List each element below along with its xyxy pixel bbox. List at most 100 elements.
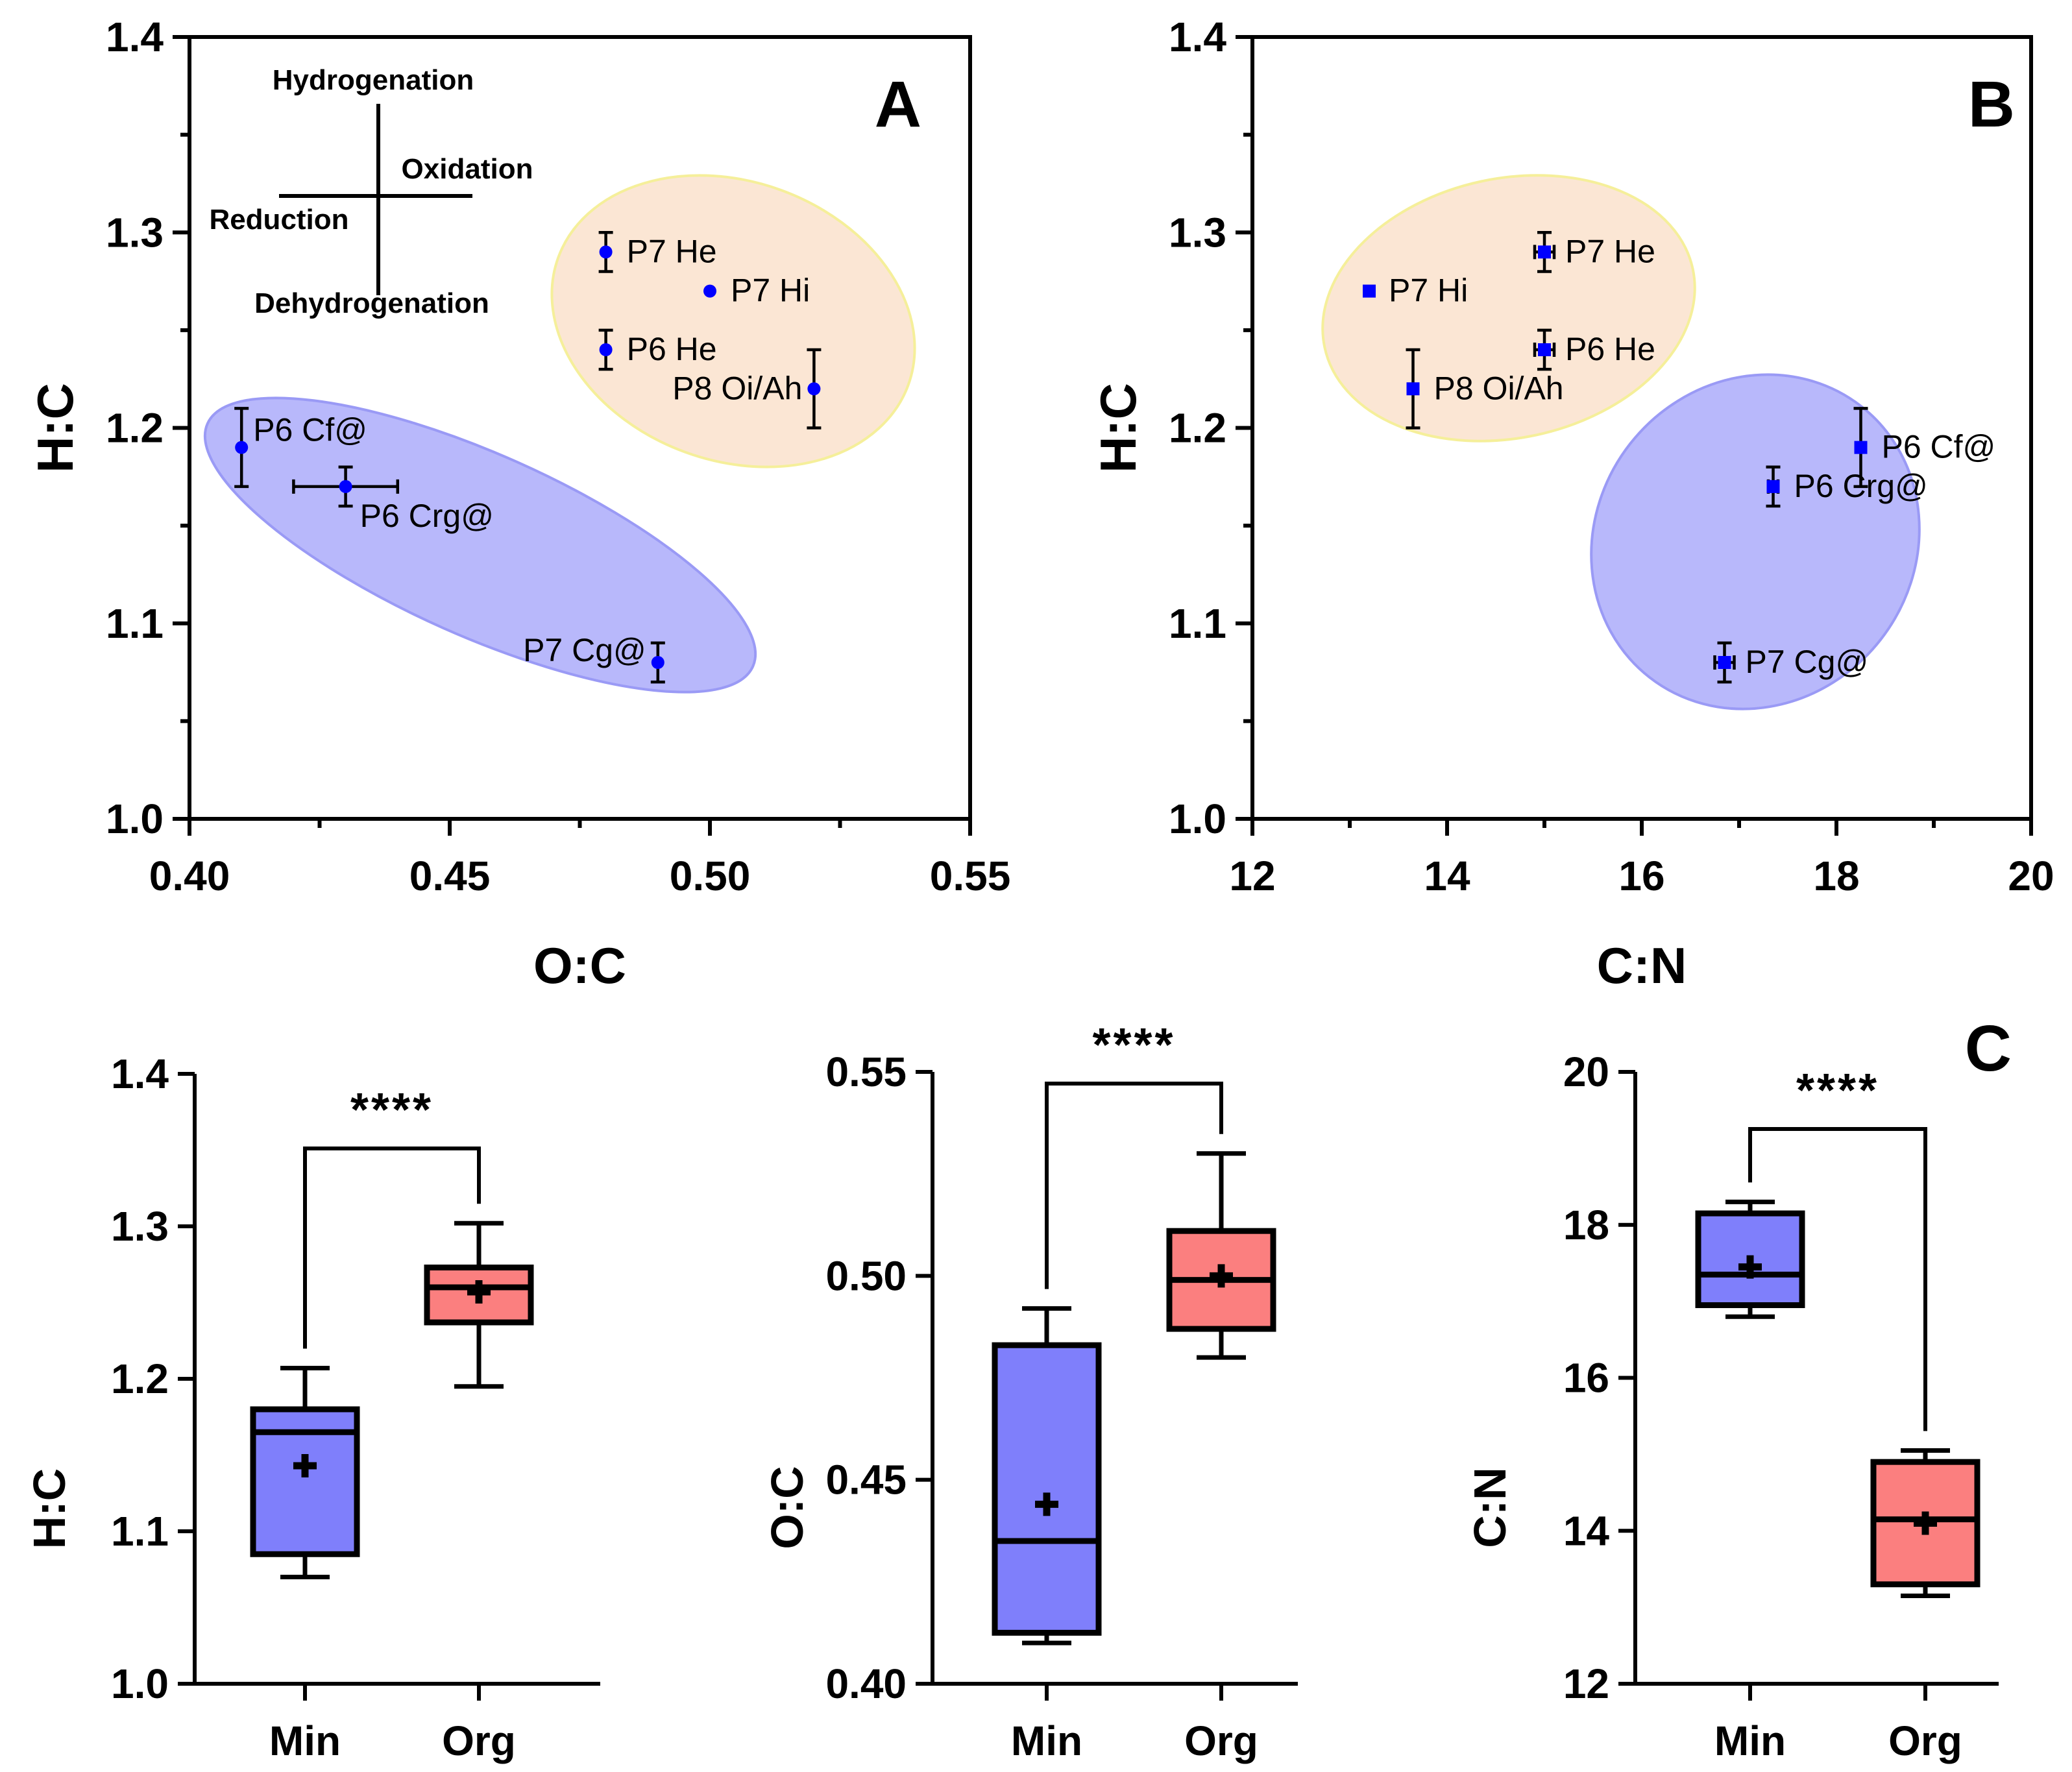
panel-b-point [1854, 441, 1868, 454]
panel-c-oc-box-mean-marker [1210, 1264, 1233, 1288]
panel-a-point-label: P7 Hi [731, 273, 810, 309]
panel-b-point [1406, 382, 1420, 396]
panel-c-hc-box-ytick-label: 1.0 [111, 1660, 169, 1707]
panel-a-xtick-label: 0.55 [930, 853, 1011, 899]
panel-b-frame [1250, 35, 2033, 821]
panel-c-hc-box-ytick-label: 1.3 [111, 1203, 169, 1250]
panel-c-cn-box-xtick-label: Min [1714, 1717, 1786, 1764]
panel-a-xtick-label: 0.40 [149, 853, 230, 899]
panel-c-cn-box-ytick-label: 20 [1563, 1049, 1609, 1095]
panel-b-point-label: P7 Cg@ [1746, 644, 1869, 680]
panel-a-point [651, 656, 664, 669]
panel-a-ytick-label: 1.2 [106, 405, 164, 452]
panel-c-hc-box-significance-bracket [303, 1147, 481, 1349]
panel-c-hc-box-ytick-label: 1.4 [111, 1050, 169, 1097]
panel-b-ytick-label: 1.0 [1169, 795, 1226, 842]
panel-b-point-label: P7 Hi [1389, 273, 1468, 309]
panel-c-hc-box-significance-label: **** [350, 1084, 433, 1136]
panel-c-cn-box-mean-marker [1914, 1511, 1937, 1535]
panel-a-point [235, 441, 249, 454]
panel-b-point [1718, 656, 1731, 669]
panel-a-point [703, 284, 716, 298]
panel-c-hc-box-xtick-label: Min [269, 1717, 341, 1764]
panel-a-point-label: P7 Cg@ [523, 632, 646, 668]
panel-c-cn-box-xtick-label: Org [1888, 1717, 1962, 1764]
panel-b-xtick-label: 18 [1813, 853, 1859, 899]
panel-a-hydrogenation-label: Hydrogenation [273, 64, 474, 96]
panel-b-xtick-label: 14 [1424, 853, 1470, 899]
panel-a-point [599, 343, 613, 356]
panel-c-oc-box-ytick-label: 0.45 [825, 1457, 907, 1503]
panel-a-point-label: P7 He [627, 233, 717, 269]
panel-c-cn-box-ytick-label: 16 [1563, 1355, 1609, 1402]
panel-a-point [339, 479, 352, 493]
panel-c-hc-box-ytick-label: 1.1 [111, 1508, 169, 1555]
panel-c-hc-box-xtick-label: Org [442, 1717, 516, 1764]
panel-c-oc-box-significance-label: **** [1092, 1019, 1175, 1071]
panel-c-cn-box-significance-label: **** [1796, 1065, 1879, 1117]
panel-c-oc-box-ylabel: O:C [762, 1466, 812, 1549]
panel-b-point-label: P8 Oi/Ah [1434, 370, 1564, 406]
panel-b-ytick-label: 1.1 [1169, 600, 1226, 647]
panel-a-point [807, 382, 821, 396]
panel-b-ylabel: H:C [1090, 383, 1147, 473]
panel-b-org-region [1321, 174, 1696, 443]
panel-b-ytick-label: 1.2 [1169, 405, 1226, 452]
panel-label-c: C [1965, 1012, 2012, 1085]
panel-a-xtick-label: 0.45 [409, 853, 491, 899]
panel-b-xtick-label: 20 [2008, 853, 2054, 899]
panel-b-point-label: P6 He [1565, 331, 1655, 367]
panel-c-cn-box-ytick-label: 12 [1563, 1660, 1609, 1707]
panel-a-ytick-label: 1.0 [106, 795, 164, 842]
panel-a-xlabel: O:C [533, 937, 626, 994]
panel-a-oxidation-label: Oxidation [402, 153, 533, 185]
panel-c-oc-box-iqr [992, 1342, 1102, 1636]
panel-c-hc-box-mean-marker [293, 1453, 317, 1477]
panel-b-xlabel: C:N [1597, 937, 1687, 994]
panel-c-cn-box-ytick-label: 14 [1563, 1507, 1610, 1554]
panel-a-ytick-label: 1.1 [106, 600, 164, 647]
panel-b-point [1538, 343, 1551, 356]
background-layer [203, 174, 1921, 710]
panel-c-oc-box-significance-bracket [1045, 1082, 1223, 1289]
panel-c-hc-box-mean-marker [467, 1280, 491, 1304]
panel-c-cn-box-ylabel: C:N [1465, 1467, 1515, 1547]
panel-c-oc-box-ytick-label: 0.40 [825, 1660, 907, 1707]
panel-a-point-label: P6 He [627, 331, 717, 367]
panel-b-point [1363, 284, 1376, 298]
panel-b-point [1766, 479, 1780, 493]
panel-a-ytick-label: 1.3 [106, 209, 164, 256]
panel-a-ytick-label: 1.4 [106, 14, 164, 60]
panel-a-xtick-label: 0.50 [670, 853, 751, 899]
panel-a-org-region [550, 174, 916, 468]
panel-b-point-label: P6 Crg@ [1794, 468, 1928, 504]
panel-a-min-region [203, 396, 757, 694]
panel-label-b: B [1968, 68, 2015, 141]
panel-c-oc-box-ytick-label: 0.50 [825, 1252, 907, 1299]
panel-c-cn-box-ytick-label: 18 [1563, 1202, 1609, 1248]
panel-b-point-label: P7 He [1565, 233, 1655, 269]
chart-layer: 1.0 1.1 1.2 1.3 1.4 0.40 0.45 0.50 0.55 O:C H:C P7 … [24, 14, 2054, 1764]
panel-c-hc-box-ytick-label: 1.2 [111, 1355, 169, 1402]
panel-a-point-label: P8 Oi/Ah [672, 370, 802, 406]
panel-label-a: A [875, 68, 921, 141]
panel-a-ylabel: H:C [27, 383, 84, 473]
panel-a-point-label: P6 Cf@ [253, 412, 367, 448]
panel-c-cn-box-mean-marker [1738, 1255, 1762, 1279]
panel-c-oc-box-xtick-label: Min [1011, 1717, 1082, 1764]
panel-b-xtick-label: 16 [1618, 853, 1664, 899]
panel-c-cn-box-significance-bracket [1748, 1127, 1927, 1431]
panel-b-ytick-label: 1.4 [1169, 14, 1226, 60]
panel-a-reduction-label: Reduction [209, 204, 348, 236]
panel-c-oc-box-mean-marker [1035, 1492, 1058, 1516]
panel-a-point [599, 245, 613, 259]
panel-a-point-label: P6 Crg@ [360, 498, 494, 534]
panel-c-oc-box-ytick-label: 0.55 [825, 1049, 907, 1095]
panel-c-oc-box-xtick-label: Org [1184, 1717, 1258, 1764]
panel-a-dehydrogenation-label: Dehydrogenation [254, 287, 489, 319]
panel-b-point [1538, 245, 1551, 259]
panel-c-hc-box-ylabel: H:C [24, 1468, 75, 1549]
panel-b-point-label: P6 Cf@ [1882, 429, 1996, 465]
panel-b-min-region [1590, 373, 1921, 710]
